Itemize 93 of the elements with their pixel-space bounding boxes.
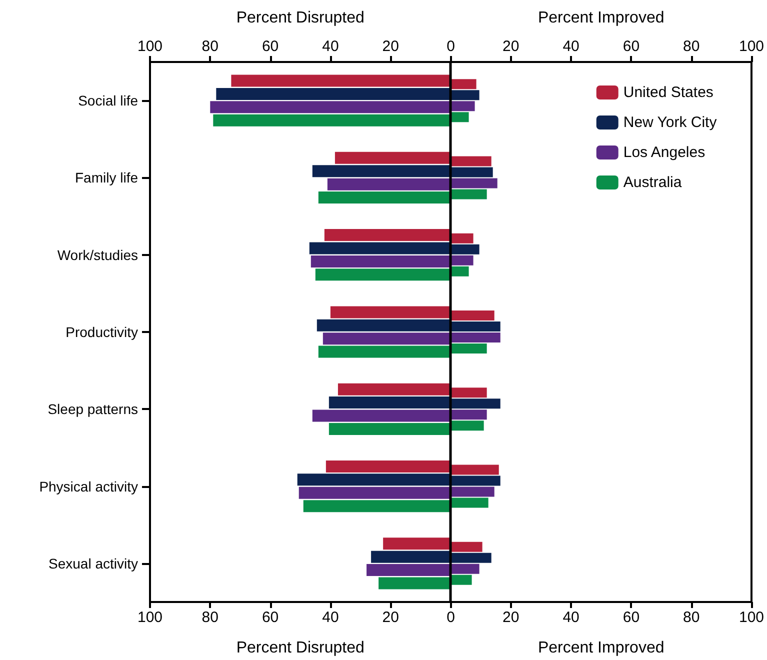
- x-tick-label: 100: [738, 609, 764, 626]
- bar: [322, 332, 451, 345]
- x2-tick-label: 80: [202, 38, 218, 55]
- bar: [450, 255, 474, 266]
- x2-tick-label: 40: [322, 38, 339, 55]
- bar: [327, 178, 451, 190]
- bar: [450, 542, 482, 552]
- bar: [450, 310, 494, 320]
- bar: [366, 564, 451, 576]
- bar: [371, 550, 451, 563]
- x2-tick-label: 100: [137, 38, 163, 55]
- legend-label: New York City: [623, 114, 718, 131]
- bar: [330, 306, 451, 318]
- x-tick-label: 20: [382, 609, 399, 626]
- bar: [450, 410, 487, 420]
- x-tick-label: 80: [682, 609, 700, 626]
- bar: [450, 464, 499, 475]
- bar: [210, 101, 451, 114]
- bar: [378, 577, 451, 590]
- x2-tick-label: 80: [682, 38, 700, 55]
- y-tick-label: Social life: [78, 92, 138, 109]
- x-tick-label: 40: [562, 609, 580, 626]
- bar: [450, 266, 469, 276]
- x2-tick-label: 100: [738, 38, 764, 55]
- x-tick-label: 60: [622, 609, 640, 626]
- x2-tick-label: 20: [382, 38, 399, 55]
- bar: [450, 244, 480, 254]
- bar: [312, 165, 451, 178]
- bar: [450, 233, 474, 244]
- bar: [450, 486, 494, 497]
- bar: [334, 152, 451, 164]
- x2-tick-label: 0: [446, 38, 455, 55]
- legend-label: Los Angeles: [623, 144, 706, 161]
- bar: [383, 538, 451, 550]
- bar: [450, 398, 500, 409]
- bar: [450, 388, 487, 398]
- bar: [450, 476, 500, 486]
- bar: [450, 564, 480, 574]
- bar: [450, 167, 493, 178]
- x2-tick-label: 20: [502, 38, 520, 55]
- x-tick-label: 80: [202, 609, 218, 626]
- x-tick-label: 20: [502, 609, 520, 626]
- x-tick-label: 60: [262, 609, 279, 626]
- bar: [312, 410, 451, 422]
- bar: [316, 319, 451, 332]
- x-tick-label: 100: [137, 609, 163, 626]
- bar: [303, 500, 451, 512]
- bar: [328, 396, 451, 409]
- legend-label: Australia: [623, 174, 682, 191]
- x-tick-label: 0: [446, 609, 455, 626]
- bar: [450, 178, 498, 188]
- bar: [318, 192, 451, 204]
- bar: [450, 322, 500, 332]
- bar: [450, 112, 469, 122]
- y-tick-label: Productivity: [66, 324, 138, 340]
- bar: [450, 552, 492, 563]
- x2-axis-title: Percent Disrupted: [236, 10, 364, 26]
- bar: [450, 332, 500, 342]
- bar: [450, 420, 484, 431]
- bar: [450, 344, 487, 354]
- bar: [298, 486, 451, 499]
- bar: [450, 574, 472, 585]
- bar: [309, 242, 451, 254]
- bar: [450, 101, 475, 112]
- y-tick-label: Sleep patterns: [48, 401, 138, 418]
- x-tick-label: 40: [322, 609, 339, 626]
- bar: [450, 90, 480, 100]
- text: Percent Improved: [538, 640, 664, 656]
- y-tick-label: Family life: [74, 170, 138, 186]
- bar: [450, 156, 492, 166]
- bar: [450, 79, 476, 90]
- text: Percent Improved: [538, 10, 664, 26]
- bar: [328, 422, 451, 435]
- bar: [213, 114, 451, 126]
- bar: [324, 229, 451, 242]
- legend-label: United States: [623, 84, 714, 101]
- bar: [231, 74, 451, 87]
- x2-tick-label: 40: [562, 38, 580, 55]
- bar: [310, 255, 451, 268]
- y-tick-label: Physical activity: [39, 478, 138, 494]
- y-tick-label: Sexual activity: [48, 555, 138, 572]
- bar: [338, 383, 451, 396]
- x2-tick-label: 60: [262, 38, 279, 55]
- bar: [450, 189, 487, 200]
- x-axis-title: Percent Disrupted: [236, 640, 364, 656]
- bar: [326, 460, 451, 472]
- x2-tick-label: 60: [622, 38, 640, 55]
- bar: [315, 268, 451, 281]
- bar: [318, 346, 451, 358]
- bar: [450, 498, 488, 508]
- bar: [216, 88, 451, 100]
- y-tick-label: Work/studies: [57, 246, 138, 263]
- bar: [297, 474, 451, 486]
